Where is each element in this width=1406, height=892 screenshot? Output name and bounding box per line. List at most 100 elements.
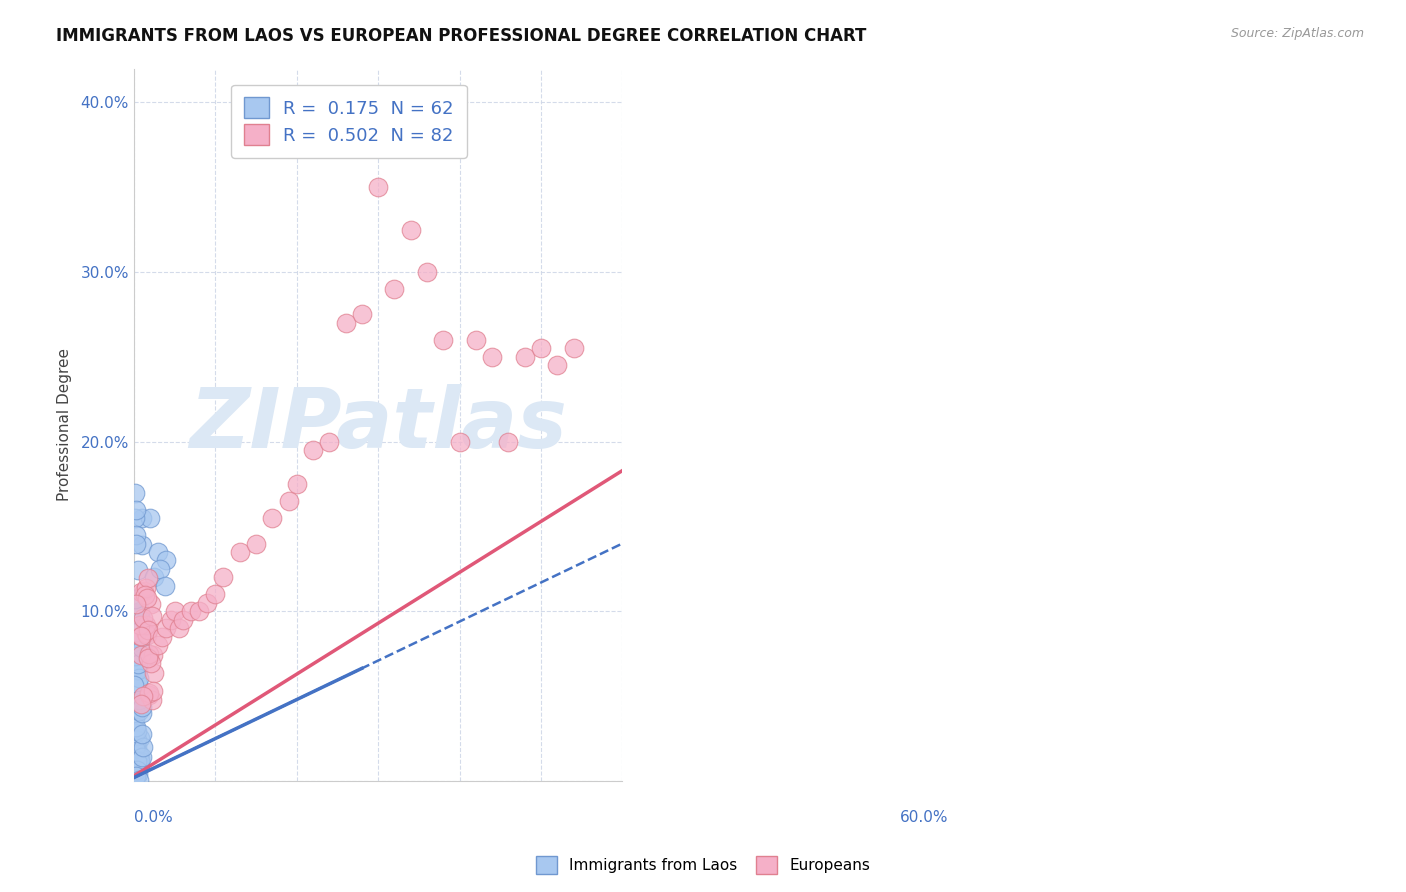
Point: [132, 610, 155, 624]
Point: [481, 350, 503, 364]
Point: [285, 477, 308, 491]
Point: [124, 502, 146, 516]
Point: [131, 537, 153, 551]
Point: [498, 434, 520, 449]
Point: [367, 180, 389, 194]
Point: [128, 772, 150, 787]
Legend: R =  0.175  N = 62, R =  0.502  N = 82: R = 0.175 N = 62, R = 0.502 N = 82: [231, 85, 467, 158]
Point: [159, 613, 181, 627]
Point: [125, 536, 148, 550]
Point: [125, 597, 148, 611]
Point: [142, 648, 165, 662]
Point: [129, 648, 152, 662]
Point: [212, 570, 235, 584]
Point: [138, 647, 160, 661]
Point: [127, 677, 149, 691]
Point: [125, 754, 148, 768]
Point: [138, 571, 160, 585]
Point: [416, 265, 439, 279]
Point: [131, 511, 153, 525]
Point: [138, 688, 160, 702]
Point: [150, 630, 173, 644]
Point: [302, 443, 325, 458]
Point: [127, 657, 149, 671]
Point: [432, 333, 454, 347]
Point: [180, 604, 202, 618]
Point: [127, 563, 149, 577]
Point: [132, 584, 155, 599]
Point: [131, 700, 153, 714]
Point: [128, 604, 150, 618]
Point: [131, 640, 153, 655]
Point: [129, 629, 152, 643]
Point: [136, 623, 159, 637]
Point: [129, 585, 152, 599]
Point: [128, 747, 150, 761]
Point: [141, 657, 163, 671]
Point: [134, 627, 156, 641]
Point: [129, 608, 152, 623]
Point: [139, 511, 162, 525]
Point: [149, 562, 172, 576]
Point: [530, 342, 553, 356]
Point: [135, 626, 157, 640]
Point: [134, 588, 156, 602]
Point: [127, 747, 149, 761]
Point: [129, 750, 152, 764]
Point: [204, 587, 226, 601]
Point: [128, 617, 150, 632]
Point: [141, 609, 163, 624]
Point: [142, 665, 165, 680]
Point: [127, 756, 149, 770]
Point: [153, 579, 176, 593]
Point: [129, 754, 152, 768]
Point: [131, 706, 153, 721]
Point: [128, 694, 150, 708]
Point: [384, 282, 406, 296]
Point: [135, 582, 157, 596]
Point: [125, 732, 148, 747]
Point: [127, 756, 149, 771]
Point: [131, 727, 153, 741]
Text: Source: ZipAtlas.com: Source: ZipAtlas.com: [1230, 27, 1364, 40]
Legend: Immigrants from Laos, Europeans: Immigrants from Laos, Europeans: [530, 850, 876, 880]
Point: [136, 651, 159, 665]
Point: [127, 663, 149, 677]
Point: [135, 591, 157, 605]
Point: [125, 763, 148, 777]
Point: [163, 604, 186, 618]
Point: [125, 663, 148, 677]
Point: [128, 757, 150, 772]
Point: [546, 359, 568, 373]
Point: [124, 740, 146, 755]
Text: IMMIGRANTS FROM LAOS VS EUROPEAN PROFESSIONAL DEGREE CORRELATION CHART: IMMIGRANTS FROM LAOS VS EUROPEAN PROFESS…: [56, 27, 866, 45]
Text: 0.0%: 0.0%: [134, 810, 173, 824]
Point: [141, 692, 163, 706]
Y-axis label: Professional Degree: Professional Degree: [58, 348, 72, 501]
Point: [128, 731, 150, 745]
Point: [167, 621, 190, 635]
Point: [128, 699, 150, 714]
Point: [127, 723, 149, 738]
Point: [129, 697, 152, 711]
Point: [128, 672, 150, 686]
Point: [138, 686, 160, 700]
Point: [127, 767, 149, 781]
Point: [125, 739, 148, 753]
Point: [399, 222, 422, 236]
Point: [129, 629, 152, 643]
Point: [125, 720, 148, 734]
Point: [127, 607, 149, 621]
Point: [195, 596, 218, 610]
Point: [135, 628, 157, 642]
Point: [155, 553, 177, 567]
Point: [124, 528, 146, 542]
Point: [464, 333, 486, 347]
Point: [128, 704, 150, 718]
Point: [131, 740, 153, 755]
Point: [124, 591, 146, 606]
Point: [449, 434, 471, 449]
Point: [139, 597, 162, 611]
Point: [135, 617, 157, 632]
Point: [335, 316, 357, 330]
